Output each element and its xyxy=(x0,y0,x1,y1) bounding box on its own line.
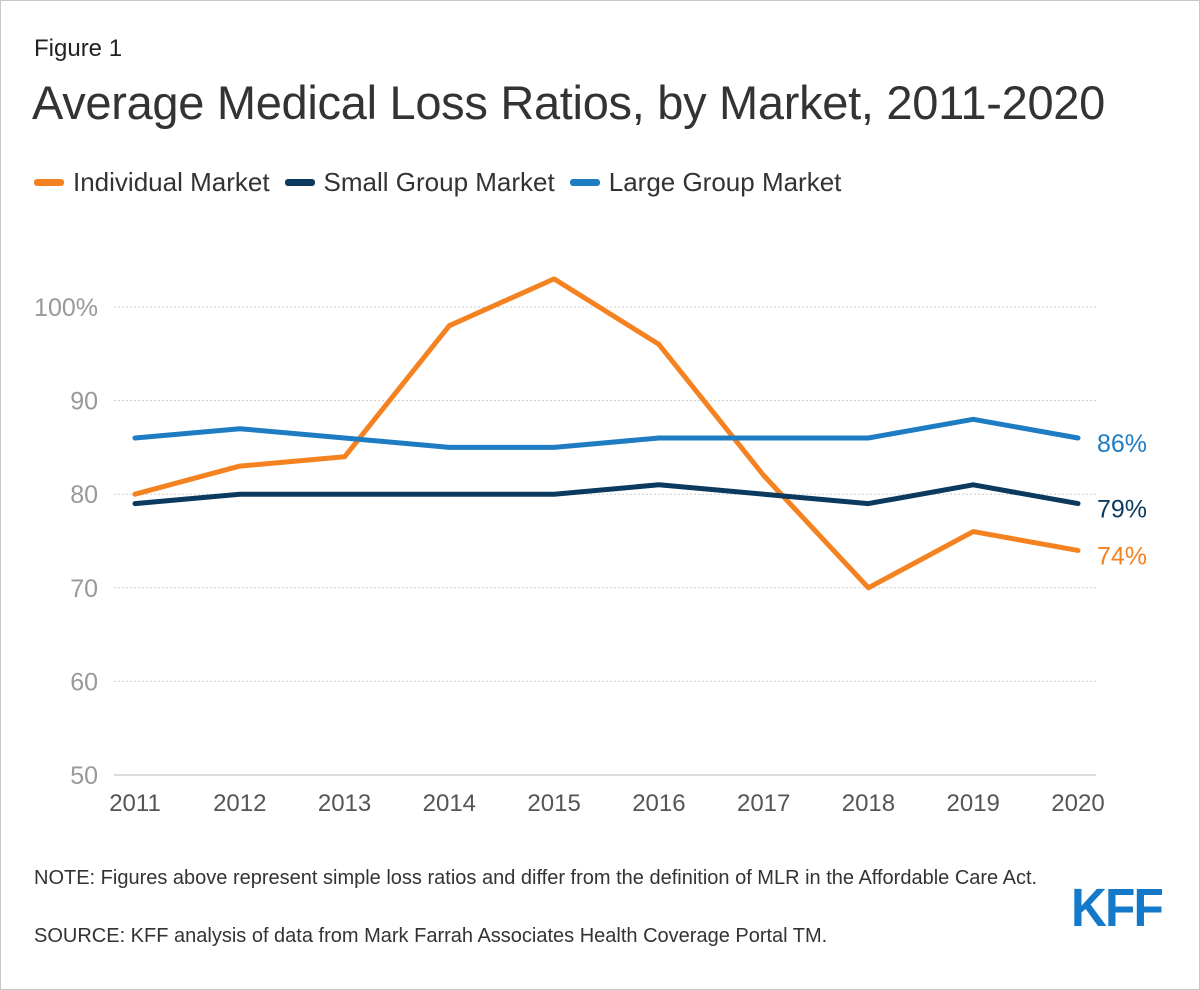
series-line-small-group-market xyxy=(132,482,1081,507)
x-tick-label: 2012 xyxy=(213,790,266,817)
y-tick-label: 50 xyxy=(70,762,98,790)
legend-swatch-individual xyxy=(34,179,64,186)
legend-item-individual: Individual Market xyxy=(34,167,270,198)
legend-item-large-group: Large Group Market xyxy=(569,167,842,198)
x-tick-label: 2017 xyxy=(737,790,790,817)
x-tick-label: 2019 xyxy=(947,790,1000,817)
legend-label-individual: Individual Market xyxy=(73,167,270,197)
end-label-individual-market: 74% xyxy=(1097,542,1147,570)
x-tick-label: 2014 xyxy=(423,790,476,817)
x-tick-label: 2013 xyxy=(318,790,371,817)
legend-swatch-large-group xyxy=(569,179,600,186)
x-tick-label: 2011 xyxy=(109,790,161,817)
x-tick-label: 2015 xyxy=(527,790,580,817)
end-label-small-group-market: 79% xyxy=(1097,496,1147,524)
y-tick-label: 90 xyxy=(70,388,98,416)
end-label-large-group-market: 86% xyxy=(1097,430,1147,458)
line-chart: 50 60 70 80 90 100% 2011 2012 2013 2014 2015 2016 20… xyxy=(34,276,1147,817)
x-tick-label: 2020 xyxy=(1051,790,1104,817)
legend-swatch-small-group xyxy=(284,179,315,186)
legend-item-small-group: Small Group Market xyxy=(284,167,555,198)
kff-logo: KFF xyxy=(1071,878,1164,938)
y-tick-label: 80 xyxy=(70,481,98,509)
chart-source: SOURCE: KFF analysis of data from Mark F… xyxy=(34,925,828,947)
chart-legend: Individual Market Small Group Market Lar… xyxy=(34,167,856,198)
x-tick-label: 2016 xyxy=(632,790,685,817)
series-line-large-group-market xyxy=(132,416,1081,450)
y-tick-label: 100% xyxy=(34,294,98,322)
legend-label-large-group: Large Group Market xyxy=(608,167,842,197)
legend-label-small-group: Small Group Market xyxy=(323,167,555,197)
chart-title: Average Medical Loss Ratios, by Market, … xyxy=(32,76,1105,129)
y-tick-label: 70 xyxy=(70,575,98,603)
y-tick-label: 60 xyxy=(70,668,98,696)
figure-label: Figure 1 xyxy=(34,35,123,62)
x-tick-label: 2018 xyxy=(842,790,895,817)
chart-note: NOTE: Figures above represent simple los… xyxy=(34,867,1038,889)
series-line-individual-market xyxy=(132,276,1081,591)
